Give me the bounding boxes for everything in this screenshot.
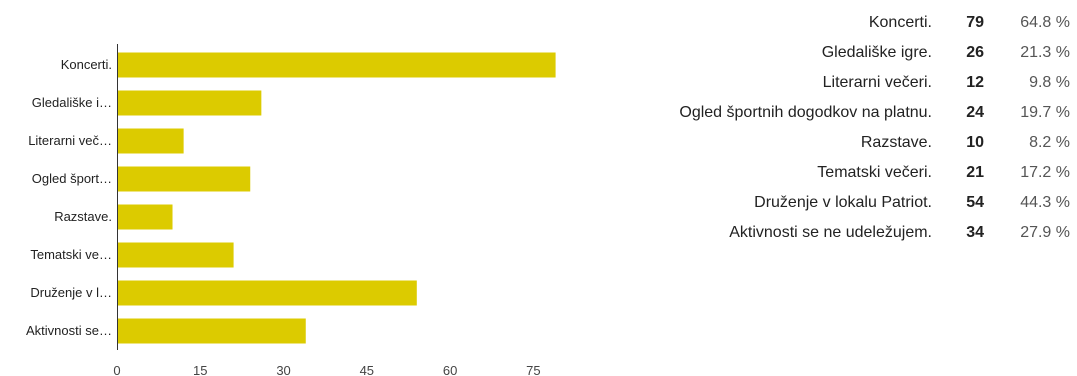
summary-count: 34 xyxy=(966,224,984,241)
bar-7 xyxy=(117,318,306,344)
summary-label: Razstave. xyxy=(860,134,932,151)
summary-percent: 64.8 % xyxy=(1020,14,1070,31)
summary-label: Aktivnosti se ne udeležujem. xyxy=(729,224,932,241)
x-tick-label: 75 xyxy=(526,363,540,376)
x-tick-label: 30 xyxy=(276,363,290,376)
summary-percent: 19.7 % xyxy=(1020,104,1070,121)
summary-percent: 21.3 % xyxy=(1020,44,1070,61)
summary-percent: 17.2 % xyxy=(1020,164,1070,181)
bar-1 xyxy=(117,90,262,116)
category-label: Gledališke i… xyxy=(32,95,112,110)
summary-count: 54 xyxy=(966,194,984,211)
category-label: Ogled šport… xyxy=(32,171,112,186)
category-label: Aktivnosti se… xyxy=(26,323,112,338)
category-labels: Koncerti. Gledališke i… Literarni več… Ogle… xyxy=(26,57,112,338)
summary-percent: 44.3 % xyxy=(1020,194,1070,211)
bar-chart: Koncerti. Gledališke i… Literarni več… Ogle… xyxy=(26,44,556,376)
summary-label: Koncerti. xyxy=(868,14,932,31)
summary-percent: 27.9 % xyxy=(1020,224,1070,241)
category-label: Razstave. xyxy=(54,209,112,224)
summary-label: Gledališke igre. xyxy=(821,44,932,61)
summary-count: 26 xyxy=(966,44,984,61)
summary-label: Ogled športnih dogodkov na platnu. xyxy=(679,104,932,121)
summary-row: Ogled športnih dogodkov na platnu. 24 19.7… xyxy=(600,98,1070,128)
category-label: Druženje v l… xyxy=(30,285,112,300)
summary-row: Razstave. 10 8.2 % xyxy=(600,128,1070,158)
summary-label: Druženje v lokalu Patriot. xyxy=(754,194,932,211)
category-label: Koncerti. xyxy=(61,57,112,72)
summary-count: 79 xyxy=(966,14,984,31)
summary-count: 12 xyxy=(966,74,984,91)
summary-percent: 9.8 % xyxy=(1029,74,1070,91)
x-axis-ticks: 0 15 30 45 60 75 xyxy=(113,363,540,376)
x-tick-label: 0 xyxy=(113,363,120,376)
summary-row: Druženje v lokalu Patriot. 54 44.3 % xyxy=(600,188,1070,218)
x-tick-label: 60 xyxy=(443,363,457,376)
summary-count: 10 xyxy=(966,134,984,151)
summary-table: Koncerti. 79 64.8 % Gledališke igre. 26 21.3 … xyxy=(600,8,1070,248)
x-tick-label: 15 xyxy=(193,363,207,376)
bar-2 xyxy=(117,128,184,154)
summary-label: Tematski večeri. xyxy=(817,164,932,181)
category-label: Literarni več… xyxy=(28,133,112,148)
bar-3 xyxy=(117,166,251,192)
summary-label: Literarni večeri. xyxy=(822,74,932,91)
bar-5 xyxy=(117,242,234,268)
x-tick-label: 45 xyxy=(360,363,374,376)
summary-count: 24 xyxy=(966,104,984,121)
bar-4 xyxy=(117,204,173,230)
bars xyxy=(117,52,556,344)
bar-0 xyxy=(117,52,556,78)
summary-row: Gledališke igre. 26 21.3 % xyxy=(600,38,1070,68)
summary-row: Koncerti. 79 64.8 % xyxy=(600,8,1070,38)
summary-row: Aktivnosti se ne udeležujem. 34 27.9 % xyxy=(600,218,1070,248)
summary-percent: 8.2 % xyxy=(1029,134,1070,151)
summary-row: Tematski večeri. 21 17.2 % xyxy=(600,158,1070,188)
summary-row: Literarni večeri. 12 9.8 % xyxy=(600,68,1070,98)
bar-6 xyxy=(117,280,417,306)
summary-count: 21 xyxy=(966,164,984,181)
category-label: Tematski ve… xyxy=(30,247,112,262)
